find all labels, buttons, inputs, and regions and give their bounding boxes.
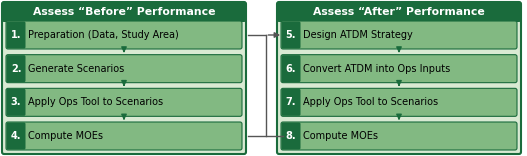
Text: Convert ATDM into Ops Inputs: Convert ATDM into Ops Inputs xyxy=(303,64,450,74)
Bar xyxy=(279,12,519,20)
FancyBboxPatch shape xyxy=(281,55,300,82)
FancyBboxPatch shape xyxy=(6,89,25,116)
Bar xyxy=(4,12,244,20)
FancyBboxPatch shape xyxy=(2,2,246,22)
Text: Apply Ops Tool to Scenarios: Apply Ops Tool to Scenarios xyxy=(28,97,163,107)
Text: 3.: 3. xyxy=(11,97,21,107)
Text: 2.: 2. xyxy=(11,64,21,74)
FancyBboxPatch shape xyxy=(281,21,517,49)
FancyBboxPatch shape xyxy=(6,122,242,150)
FancyBboxPatch shape xyxy=(277,2,521,22)
FancyBboxPatch shape xyxy=(281,89,300,116)
Text: Assess “Before” Performance: Assess “Before” Performance xyxy=(33,7,215,17)
FancyBboxPatch shape xyxy=(6,55,242,83)
FancyBboxPatch shape xyxy=(281,122,300,149)
Text: 5.: 5. xyxy=(286,30,296,40)
FancyBboxPatch shape xyxy=(6,22,25,49)
Bar xyxy=(16,57,24,81)
Bar xyxy=(16,23,24,47)
Text: 7.: 7. xyxy=(286,97,296,107)
Text: 4.: 4. xyxy=(11,131,21,141)
FancyBboxPatch shape xyxy=(277,2,521,154)
Bar xyxy=(16,90,24,114)
FancyBboxPatch shape xyxy=(281,22,300,49)
Bar xyxy=(279,4,519,20)
Bar xyxy=(291,23,299,47)
Bar xyxy=(291,124,299,148)
Text: Preparation (Data, Study Area): Preparation (Data, Study Area) xyxy=(28,30,179,40)
Bar xyxy=(16,124,24,148)
FancyBboxPatch shape xyxy=(6,122,25,149)
FancyBboxPatch shape xyxy=(2,2,246,154)
Text: 1.: 1. xyxy=(11,30,21,40)
Bar xyxy=(291,90,299,114)
Text: Assess “After” Performance: Assess “After” Performance xyxy=(313,7,485,17)
FancyBboxPatch shape xyxy=(6,21,242,49)
Bar xyxy=(291,57,299,81)
Text: Generate Scenarios: Generate Scenarios xyxy=(28,64,124,74)
Text: Design ATDM Strategy: Design ATDM Strategy xyxy=(303,30,413,40)
Bar xyxy=(4,4,244,20)
Text: Compute MOEs: Compute MOEs xyxy=(303,131,378,141)
FancyBboxPatch shape xyxy=(6,88,242,116)
Text: Compute MOEs: Compute MOEs xyxy=(28,131,103,141)
FancyBboxPatch shape xyxy=(281,122,517,150)
FancyBboxPatch shape xyxy=(281,55,517,83)
Text: 6.: 6. xyxy=(286,64,296,74)
FancyBboxPatch shape xyxy=(281,88,517,116)
FancyBboxPatch shape xyxy=(6,55,25,82)
Text: 8.: 8. xyxy=(286,131,296,141)
Text: Apply Ops Tool to Scenarios: Apply Ops Tool to Scenarios xyxy=(303,97,438,107)
